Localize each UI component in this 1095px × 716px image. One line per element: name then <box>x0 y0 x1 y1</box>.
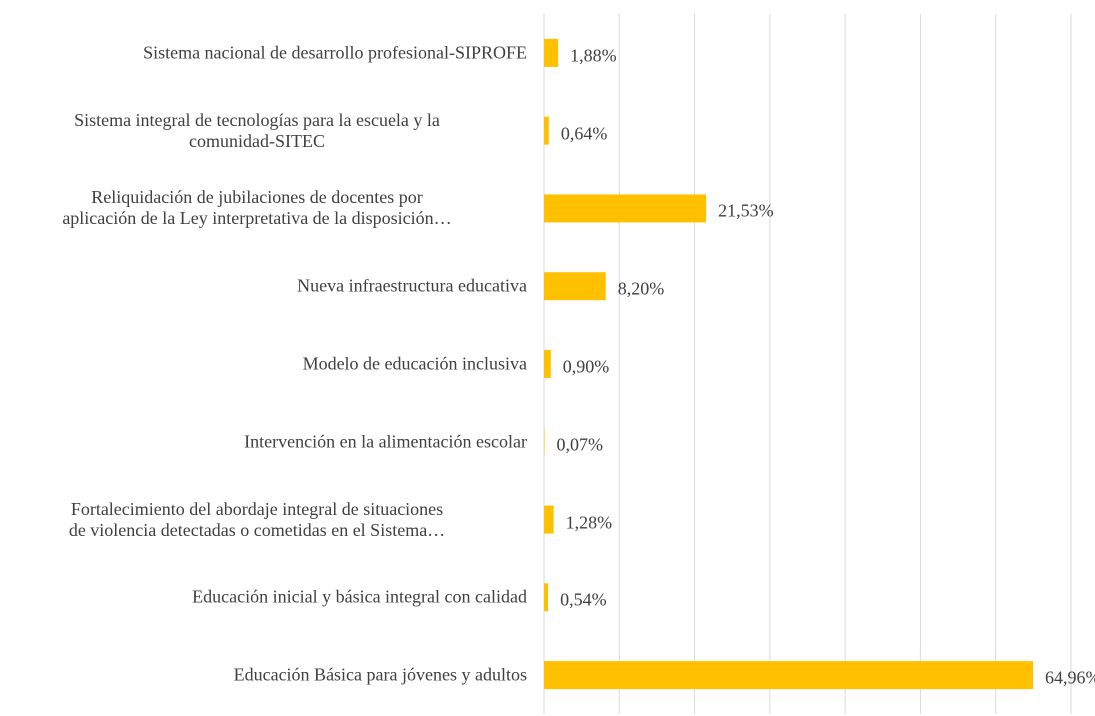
category-label: Sistema integral de tecnologías para la … <box>74 109 440 151</box>
value-label: 21,53% <box>718 201 774 222</box>
bar <box>544 116 549 145</box>
value-label: 0,90% <box>562 356 610 377</box>
bar <box>544 38 559 67</box>
bar <box>544 661 1034 690</box>
category-label: Reliquidación de jubilaciones de docente… <box>62 187 452 229</box>
category-label: Fortalecimiento del abordaje integral de… <box>68 498 446 540</box>
value-label: 0,64% <box>560 123 608 144</box>
category-label: Nueva infraestructura educativa <box>297 275 527 296</box>
value-label: 0,07% <box>556 434 604 455</box>
value-label: 0,54% <box>560 589 607 610</box>
bar <box>544 350 551 378</box>
category-label: Intervención en la alimentación escolar <box>244 431 527 452</box>
category-label: Sistema nacional de desarrollo profesion… <box>143 42 527 63</box>
bar <box>544 505 554 534</box>
bar <box>544 194 707 223</box>
category-label: Modelo de educación inclusiva <box>302 353 527 374</box>
category-label: Educación inicial y básica integral con … <box>192 586 527 607</box>
bar <box>544 427 545 456</box>
value-label: 1,88% <box>570 45 617 66</box>
value-label: 1,28% <box>565 512 613 533</box>
bar <box>544 272 606 301</box>
value-label: 8,20% <box>617 278 665 299</box>
category-label: Educación Básica para jóvenes y adultos <box>233 664 527 685</box>
value-label: 64,96% <box>1045 667 1095 688</box>
bar <box>544 583 549 612</box>
